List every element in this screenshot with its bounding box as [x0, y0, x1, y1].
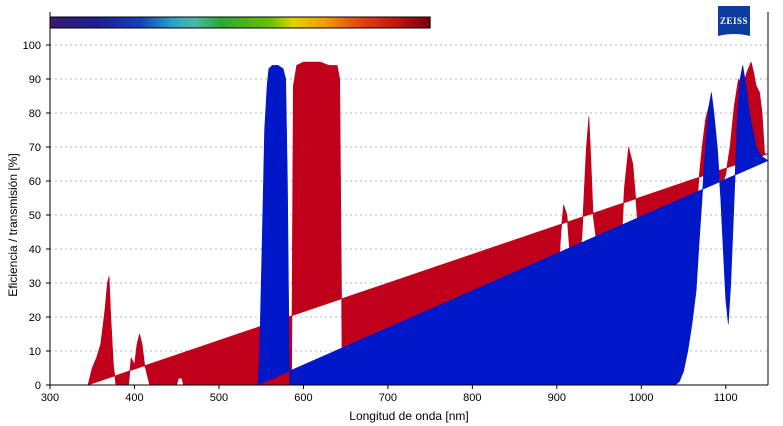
- y-axis-label: Eficiencia / transmisión [%]: [6, 153, 20, 296]
- x-tick-label-400: 400: [125, 392, 143, 404]
- y-tick-label-10: 10: [29, 346, 41, 358]
- zeiss-logo-shape: [718, 6, 750, 36]
- x-tick-label-300: 300: [41, 392, 59, 404]
- x-tick-label-800: 800: [463, 392, 481, 404]
- x-tick-label-600: 600: [294, 392, 312, 404]
- zeiss-logo-text: ZEISS: [720, 16, 748, 26]
- y-tick-label-40: 40: [29, 244, 41, 256]
- y-tick-label-20: 20: [29, 312, 41, 324]
- zeiss-logo: ZEISS: [718, 6, 750, 36]
- x-tick-label-700: 700: [379, 392, 397, 404]
- axes: [49, 12, 769, 386]
- y-tick-label-90: 90: [29, 74, 41, 86]
- y-tick-label-80: 80: [29, 108, 41, 120]
- y-tick-label-50: 50: [29, 210, 41, 222]
- spectrum-bar: [49, 16, 431, 29]
- y-tick-label-0: 0: [35, 380, 41, 392]
- x-tick-label-1000: 1000: [629, 392, 653, 404]
- y-tick-label-30: 30: [29, 278, 41, 290]
- y-tick-label-60: 60: [29, 176, 41, 188]
- y-tick-label-70: 70: [29, 142, 41, 154]
- x-tick-label-1100: 1100: [714, 392, 738, 404]
- series-area-1: [257, 65, 769, 386]
- x-tick-label-500: 500: [210, 392, 228, 404]
- series-layer: [87, 61, 769, 386]
- x-tick-label-900: 900: [548, 392, 566, 404]
- tick-labels: 0 10 20 30 40 50 60 70 80 90 100 300 400 500 600 700 800…: [23, 40, 738, 404]
- x-axis-label: Longitud de onda [nm]: [349, 409, 468, 423]
- y-tick-label-100: 100: [23, 40, 41, 52]
